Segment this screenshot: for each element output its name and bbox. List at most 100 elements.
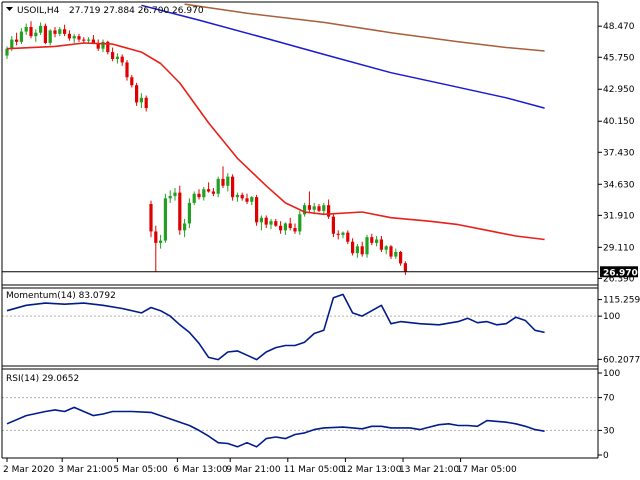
candle-body — [178, 192, 182, 231]
candle — [178, 185, 182, 235]
candle — [96, 39, 100, 51]
candle — [245, 193, 249, 205]
candle-body — [389, 246, 393, 257]
candle-body — [403, 263, 407, 272]
candle — [259, 215, 263, 231]
rsi-panel[interactable]: 100 70 30 0 RSI(14) 29.0652 — [2, 368, 620, 461]
candle-body — [322, 205, 326, 211]
candle — [39, 22, 43, 35]
price-tick-label: 48.470 — [603, 22, 635, 32]
ma-slow-path — [184, 3, 545, 52]
candle-body — [15, 39, 19, 42]
candle-body — [384, 246, 388, 250]
candle — [130, 74, 134, 88]
candle-body — [399, 252, 403, 264]
candle — [15, 32, 19, 46]
price-tick-label: 26.390 — [603, 274, 635, 284]
candle — [327, 199, 331, 219]
candle-body — [29, 26, 33, 37]
candle-body — [53, 30, 57, 34]
candle-body — [360, 246, 364, 255]
candle — [24, 23, 28, 35]
candle-body — [34, 32, 38, 37]
candle-body — [5, 48, 9, 56]
price-tick-label: 31.910 — [603, 211, 635, 221]
candle — [274, 218, 278, 227]
candle — [159, 234, 163, 249]
candle — [235, 192, 239, 202]
rsi-tick-label: 100 — [603, 369, 620, 379]
rsi-axis-ticks: 100 70 30 0 — [598, 369, 620, 461]
momentum-panel[interactable]: 115.2599 100 60.2077 Momentum(14) 83.0792 — [2, 287, 640, 367]
candle — [355, 244, 359, 258]
candle — [72, 33, 76, 43]
candle-body — [197, 193, 201, 198]
candle-body — [245, 198, 249, 202]
candle — [211, 188, 215, 197]
candle — [283, 222, 287, 235]
candle-body — [370, 237, 374, 243]
price-panel[interactable]: 48.470 45.750 42.950 40.150 37.430 34.630 31.9… — [2, 3, 638, 286]
candle-body — [327, 205, 331, 217]
ohlc-values: 27.719 27.884 26.700 26.970 — [69, 6, 204, 16]
candle-body — [19, 31, 23, 42]
candle — [82, 37, 86, 43]
candle-body — [394, 252, 398, 257]
candle — [365, 234, 369, 258]
candle-body — [120, 56, 124, 63]
candle-body — [298, 214, 302, 232]
last-price-tag: 26.970 — [600, 266, 638, 278]
price-tick-label: 34.630 — [603, 180, 635, 190]
momentum-line — [6, 293, 545, 361]
time-tick-label: 11 Mar 05:00 — [284, 465, 344, 475]
candle-body — [226, 176, 230, 186]
candle-body — [125, 62, 129, 78]
candle — [163, 193, 167, 243]
candle — [322, 202, 326, 215]
candle-body — [216, 178, 220, 194]
candle — [255, 194, 259, 226]
candle-body — [255, 197, 259, 223]
time-tick-label: 5 Mar 05:00 — [113, 465, 168, 475]
momentum-path — [6, 293, 545, 361]
candle — [58, 26, 62, 37]
candle-body — [288, 223, 292, 229]
candle — [336, 230, 340, 240]
candle-body — [240, 194, 244, 199]
candle-body — [221, 178, 225, 186]
candle-body — [279, 225, 283, 231]
candle — [394, 248, 398, 259]
candle — [384, 245, 388, 255]
candles — [5, 21, 407, 275]
candle — [106, 40, 110, 55]
candle-body — [82, 39, 86, 41]
candle — [202, 186, 206, 201]
ma-mid-line — [141, 4, 545, 109]
candle-body — [72, 36, 76, 39]
candle-body — [159, 240, 163, 243]
candle — [173, 188, 177, 201]
candle — [221, 166, 225, 189]
candle-body — [331, 216, 335, 234]
price-tick-label: 29.110 — [603, 243, 635, 253]
candle-body — [264, 217, 268, 225]
candle — [43, 23, 47, 45]
candle — [341, 231, 345, 239]
candle — [67, 30, 71, 41]
candle — [231, 174, 235, 201]
candle-body — [43, 25, 47, 43]
candle — [139, 93, 143, 109]
candle — [240, 192, 244, 201]
candle-body — [293, 228, 297, 232]
candle-body — [231, 176, 235, 198]
candle — [207, 182, 211, 193]
symbol-label: USOIL,H4 — [17, 6, 60, 16]
last-price-value: 26.970 — [603, 268, 638, 278]
candle-body — [149, 204, 153, 232]
candle — [293, 223, 297, 234]
momentum-tick-label: 115.2599 — [603, 296, 640, 306]
candle — [197, 189, 201, 200]
candle — [192, 191, 196, 206]
candle-body — [58, 29, 62, 34]
